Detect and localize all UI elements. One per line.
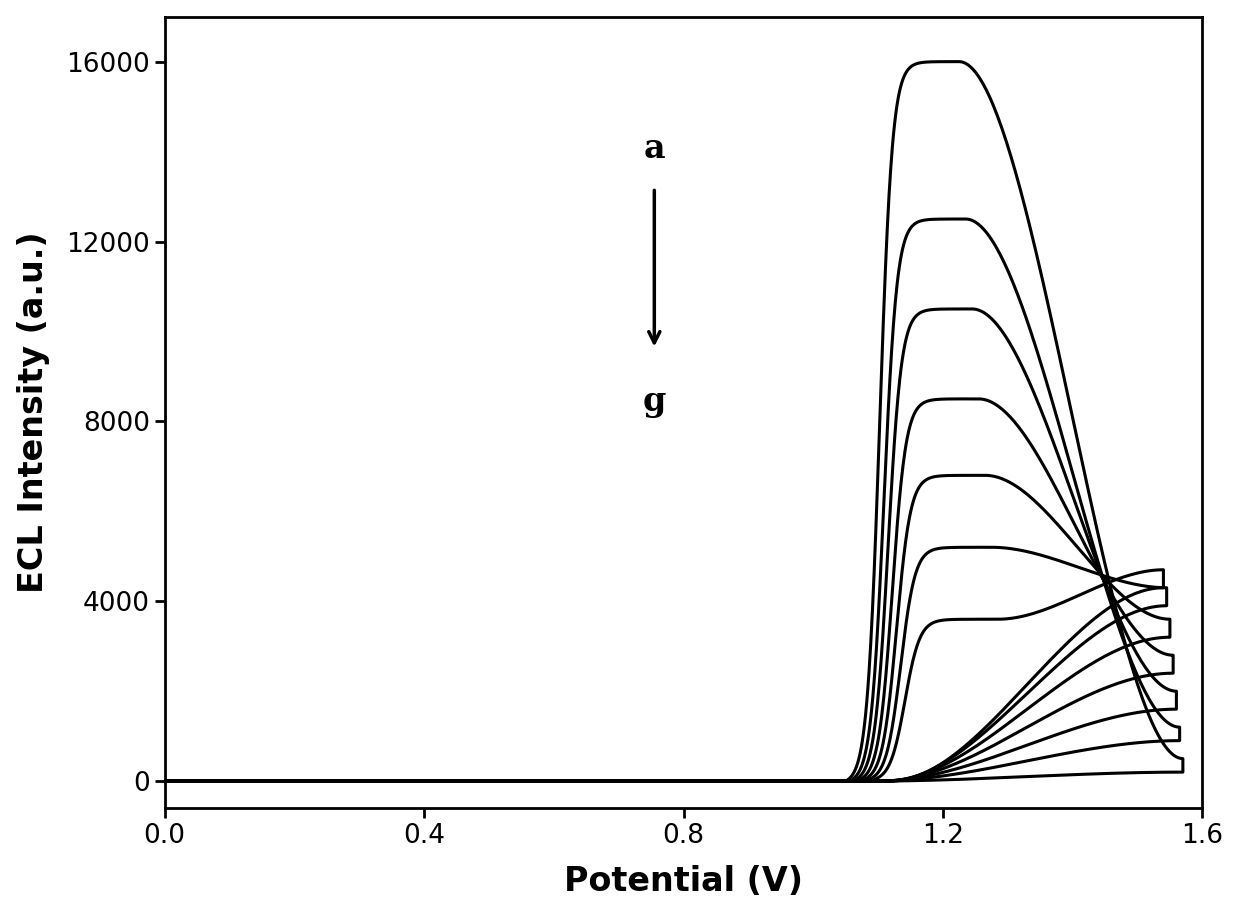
Y-axis label: ECL Intensity (a.u.): ECL Intensity (a.u.) (16, 231, 50, 593)
Text: g: g (642, 385, 666, 418)
X-axis label: Potential (V): Potential (V) (564, 866, 804, 899)
Text: a: a (644, 132, 665, 165)
